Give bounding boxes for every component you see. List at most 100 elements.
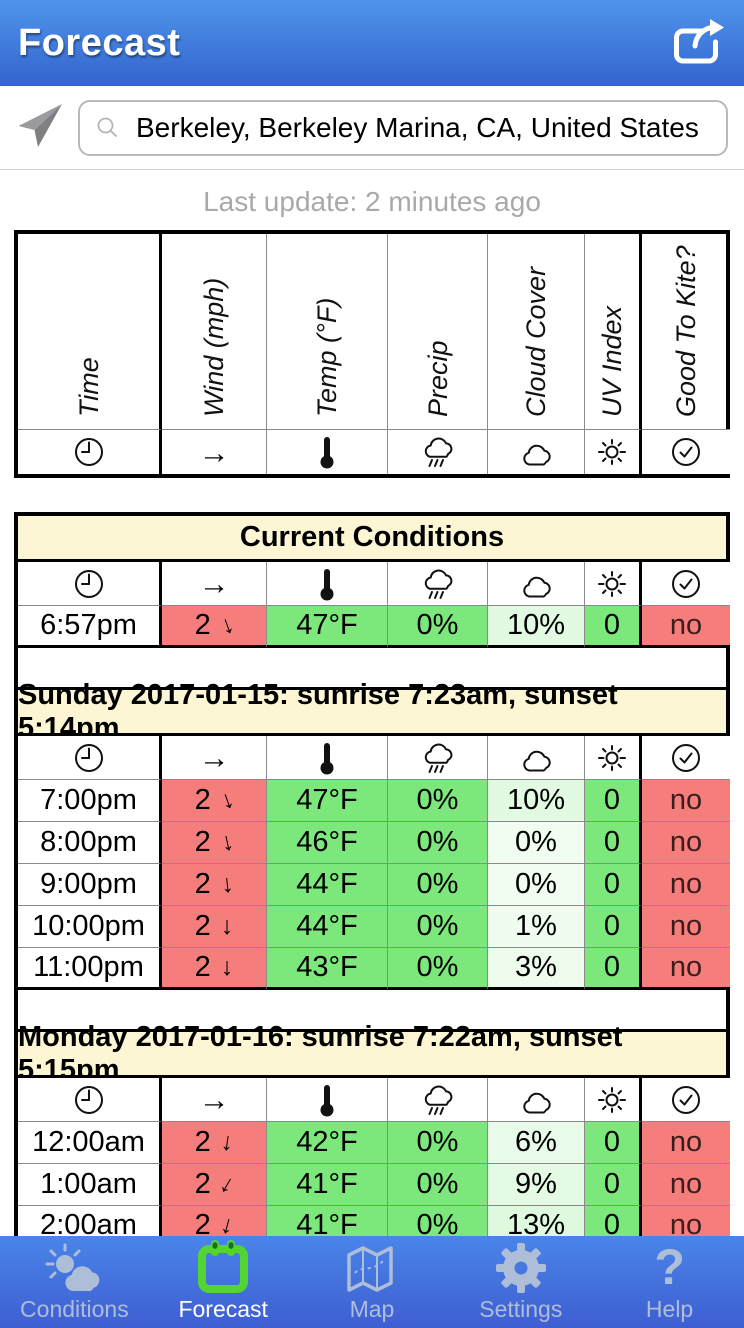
- wind-cell: 2 ↓: [162, 1164, 267, 1206]
- tab-settings[interactable]: Settings: [446, 1236, 595, 1328]
- forecast-row: 8:00pm 2 ↓ 46°F 0% 0% 0 no: [18, 822, 730, 864]
- wind-cell: 2 ↓: [162, 906, 267, 948]
- share-button[interactable]: [668, 18, 726, 69]
- wind-speed: 2: [194, 784, 211, 816]
- tab-map[interactable]: Map: [298, 1236, 447, 1328]
- precip-cell: 0%: [388, 1164, 488, 1206]
- icon-cell-cloud: [488, 736, 585, 780]
- cloud-cell: 3%: [488, 948, 585, 990]
- section-icon-row: →: [18, 1078, 730, 1122]
- legend-icon-cell: [585, 430, 642, 474]
- precip-cell: 0%: [388, 822, 488, 864]
- wind-arrow-icon: →: [198, 1082, 230, 1117]
- last-update-status: Last update: 2 minutes ago: [203, 186, 541, 217]
- section-icon-row: →: [18, 736, 730, 780]
- kite-cell: no: [642, 780, 730, 822]
- kite-cell: no: [642, 606, 730, 648]
- time-cell: 11:00pm: [18, 948, 162, 990]
- forecast-row: 7:00pm 2 ↓ 47°F 0% 10% 0 no: [18, 780, 730, 822]
- icon-cell-cloud: [488, 1078, 585, 1122]
- legend-label-text: Good To Kite?: [671, 245, 701, 417]
- wind-speed: 2: [194, 1209, 211, 1241]
- wind-direction-arrow-icon: ↓: [219, 869, 235, 899]
- wind-direction-arrow-icon: ↓: [217, 827, 236, 858]
- icon-cell-sun: [585, 562, 642, 606]
- temp-cell: 41°F: [267, 1164, 388, 1206]
- forecast-row: 12:00am 2 ↓ 42°F 0% 6% 0 no: [18, 1122, 730, 1164]
- wind-arrow-icon: →: [198, 740, 230, 775]
- icon-cell-check-circle: [642, 562, 730, 606]
- tab-help[interactable]: ? Help: [595, 1236, 744, 1328]
- cloud-icon: [517, 1085, 555, 1115]
- section-header: Sunday 2017-01-15: sunrise 7:23am, sunse…: [18, 679, 726, 744]
- wind-direction-arrow-icon: ↓: [218, 1127, 236, 1157]
- icon-cell-rain-cloud: [388, 1078, 488, 1122]
- check-circle-icon: [669, 1083, 703, 1117]
- icon-cell-clock: [18, 1078, 162, 1122]
- time-cell: 6:57pm: [18, 606, 162, 648]
- legend-label-check-circle: Good To Kite?: [642, 234, 730, 430]
- forecast-row: 10:00pm 2 ↓ 44°F 0% 1% 0 no: [18, 906, 730, 948]
- wind-arrow-icon: →: [198, 434, 230, 470]
- icon-cell-wind-arrow: →: [162, 736, 267, 780]
- check-circle-icon: [669, 567, 703, 601]
- rain-cloud-icon: [419, 1082, 457, 1118]
- wind-cell: 2 ↓: [162, 780, 267, 822]
- calendar-icon: [194, 1239, 252, 1295]
- tab-label: Settings: [479, 1296, 563, 1322]
- app-header: Forecast: [0, 0, 744, 86]
- time-cell: 9:00pm: [18, 864, 162, 906]
- section-header: Monday 2017-01-16: sunrise 7:22am, sunse…: [18, 1021, 726, 1086]
- forecast-table: Current Conditions → 6:57pm 2 ↓ 47°F 0% 10% 0 no S…: [14, 512, 730, 1252]
- uv-cell: 0: [585, 1164, 642, 1206]
- wind-direction-arrow-icon: ↓: [214, 1168, 240, 1200]
- sun-icon: [594, 567, 630, 601]
- icon-cell-check-circle: [642, 1078, 730, 1122]
- icon-cell-check-circle: [642, 736, 730, 780]
- legend-label-text: UV Index: [597, 305, 627, 417]
- uv-cell: 0: [585, 948, 642, 990]
- uv-cell: 0: [585, 1122, 642, 1164]
- icon-cell-clock: [18, 562, 162, 606]
- cloud-cell: 0%: [488, 822, 585, 864]
- kite-cell: no: [642, 906, 730, 948]
- tab-label: Map: [349, 1296, 395, 1322]
- icon-cell-sun: [585, 736, 642, 780]
- time-cell: 8:00pm: [18, 822, 162, 864]
- wind-speed: 2: [194, 868, 211, 900]
- wind-arrow-icon: →: [198, 566, 230, 601]
- temp-cell: 46°F: [267, 822, 388, 864]
- current-location-button[interactable]: [14, 100, 66, 155]
- legend-label-text: Temp (°F): [312, 297, 342, 417]
- tab-forecast[interactable]: Forecast: [149, 1236, 298, 1328]
- wind-speed: 2: [194, 910, 211, 942]
- section-spacer: [18, 990, 726, 1032]
- rain-cloud-icon: [419, 566, 457, 602]
- icon-cell-thermometer: [267, 736, 388, 780]
- search-input[interactable]: [78, 99, 728, 156]
- clock-icon: [72, 741, 106, 775]
- legend-label-sun: UV Index: [585, 234, 642, 430]
- wind-speed: 2: [194, 826, 211, 858]
- rain-cloud-icon: [419, 434, 457, 470]
- wind-speed: 2: [194, 1168, 211, 1200]
- icon-cell-sun: [585, 1078, 642, 1122]
- icon-cell-rain-cloud: [388, 562, 488, 606]
- question-icon: ?: [654, 1239, 685, 1295]
- uv-cell: 0: [585, 822, 642, 864]
- location-arrow-icon: [14, 100, 66, 155]
- precip-cell: 0%: [388, 1122, 488, 1164]
- cloud-cell: 10%: [488, 606, 585, 648]
- wind-speed: 2: [194, 951, 211, 983]
- wind-cell: 2 ↓: [162, 1122, 267, 1164]
- section-spacer: [18, 648, 726, 690]
- legend-label-rain-cloud: Precip: [388, 234, 488, 430]
- icon-cell-thermometer: [267, 562, 388, 606]
- legend-table: Time Wind (mph) Temp (°F) Precip Cloud Cover…: [14, 230, 730, 478]
- legend-label-clock: Time: [18, 234, 162, 430]
- tab-conditions[interactable]: Conditions: [0, 1236, 149, 1328]
- uv-cell: 0: [585, 906, 642, 948]
- gear-icon: [493, 1241, 549, 1295]
- legend-label-text: Wind (mph): [199, 277, 229, 417]
- legend-icon-cell: →: [162, 430, 267, 474]
